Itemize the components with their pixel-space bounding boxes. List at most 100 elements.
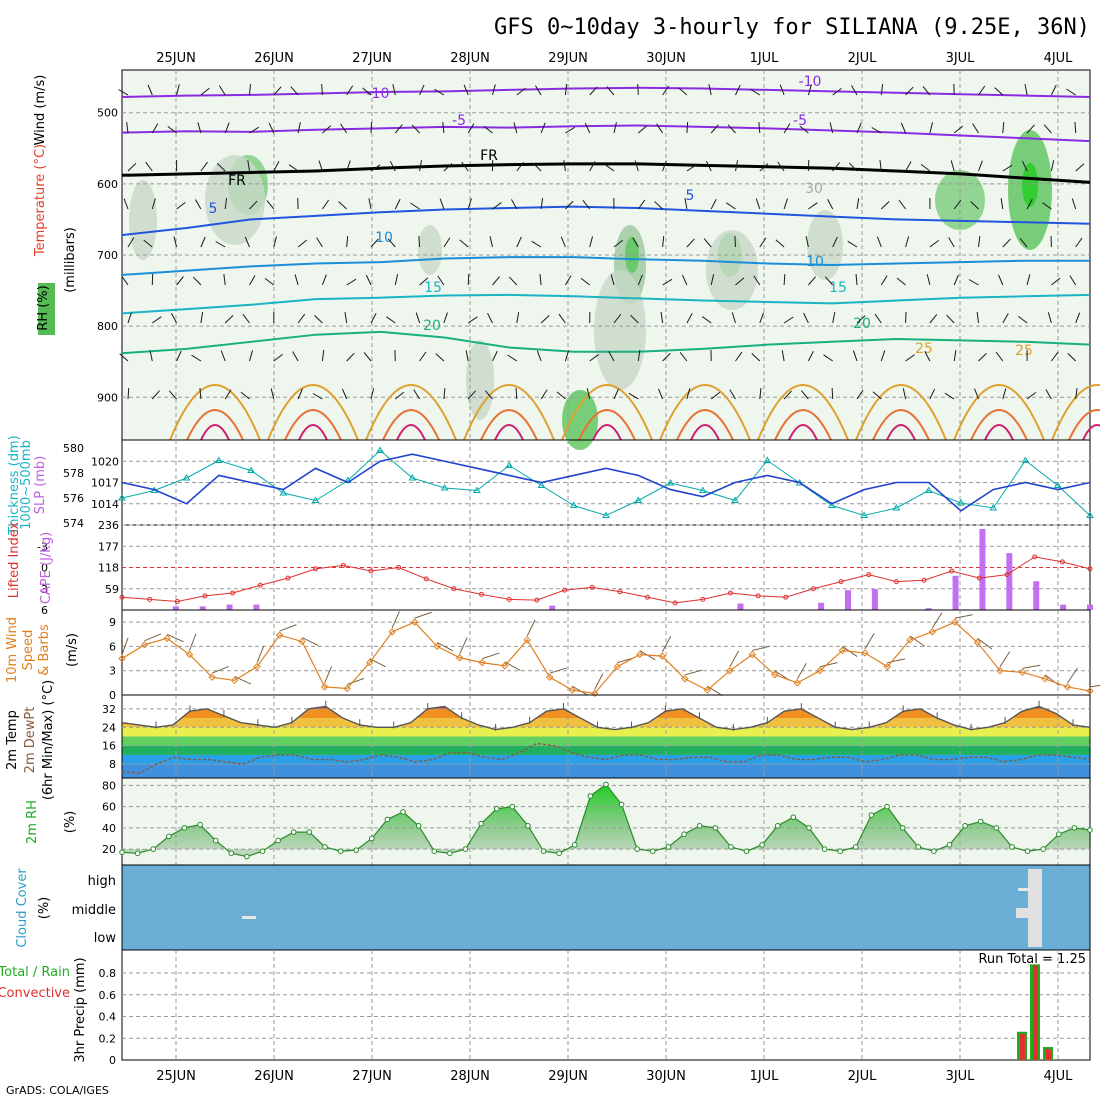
wind-barb xyxy=(803,312,809,324)
wind-barb xyxy=(200,312,204,324)
wind-barb xyxy=(556,391,566,400)
rh2m-marker xyxy=(977,818,984,825)
isotherm-line xyxy=(121,293,1091,315)
thickness-marker xyxy=(279,489,288,496)
wind10-marker xyxy=(410,618,419,626)
wind-barb xyxy=(511,199,518,210)
wind10-barb xyxy=(256,645,265,663)
wind-barb xyxy=(710,274,715,286)
wind-barb xyxy=(127,237,135,248)
wind-barb xyxy=(1066,88,1076,96)
precip-tick: 0.2 xyxy=(99,1032,117,1045)
wind-barb xyxy=(1045,389,1052,400)
isotherm-label: FR xyxy=(228,173,246,189)
wind10-barb xyxy=(166,633,184,643)
warm-isotherm xyxy=(480,409,538,441)
rh2m-marker xyxy=(774,822,781,829)
wind-barb xyxy=(467,390,476,400)
cape-bar xyxy=(1087,604,1093,610)
wind-barb xyxy=(995,351,1004,362)
date-tick-top: 4JUL xyxy=(1044,51,1074,66)
warm-isotherm xyxy=(872,409,930,441)
lifted-marker xyxy=(727,590,733,596)
rh2m-marker xyxy=(556,850,562,857)
date-tick-bottom: 29JUN xyxy=(548,1069,588,1084)
wind-barb xyxy=(703,238,712,248)
date-tick-bottom: 2JUL xyxy=(848,1069,878,1084)
wind-barb xyxy=(1002,164,1013,172)
wind-barb xyxy=(735,84,741,96)
slp-line xyxy=(121,453,1091,512)
wind-barb xyxy=(443,237,451,248)
wind10-marker xyxy=(613,662,621,671)
wind-barb xyxy=(759,388,762,400)
wind-barb xyxy=(558,313,566,324)
rh2m-marker xyxy=(509,803,516,810)
wind-barb xyxy=(192,276,202,286)
date-tick-top: 26JUN xyxy=(254,51,294,66)
thickness-marker xyxy=(505,461,514,468)
rh2m-marker xyxy=(540,848,547,855)
wind-barb xyxy=(710,124,719,134)
isotherm-label: 25 xyxy=(915,341,933,357)
wind-barb xyxy=(775,239,785,248)
wind10-marker xyxy=(793,679,802,687)
rh2m-marker xyxy=(244,853,250,860)
thickness-marker xyxy=(924,486,933,493)
wind-barb xyxy=(508,276,518,286)
wind-barb xyxy=(244,236,250,248)
rh2m-marker xyxy=(290,829,297,835)
wind-barb xyxy=(532,162,542,172)
isotherm-label: 15 xyxy=(829,280,847,296)
lifted-marker xyxy=(423,576,429,582)
ylabel-temperature: Temperature (°C) xyxy=(33,144,48,257)
wind-barb xyxy=(249,275,256,286)
wind-barb xyxy=(1075,237,1083,248)
rh2m-marker xyxy=(946,842,953,848)
wind10-barb xyxy=(999,651,1011,667)
wind-barb xyxy=(249,83,251,96)
warm-isotherm xyxy=(984,424,1014,441)
wind10-barb xyxy=(346,677,365,685)
wind-barb xyxy=(516,87,526,96)
wind-barb xyxy=(880,350,886,362)
wind-barb xyxy=(194,199,202,210)
rh2m-marker xyxy=(119,849,125,856)
rh2m-marker xyxy=(759,842,765,848)
wind-barb xyxy=(290,86,299,96)
wind-barb xyxy=(297,388,303,400)
wind-barb xyxy=(321,83,323,96)
wind-barb xyxy=(288,164,299,172)
wind-barb xyxy=(759,312,765,324)
wind-barb xyxy=(224,389,232,400)
wind-barb xyxy=(681,274,688,286)
ylabel-convective: Convective xyxy=(0,986,70,1001)
wind-barb xyxy=(807,84,812,96)
wind-barb xyxy=(953,274,959,286)
wind-barb xyxy=(370,313,377,324)
wind-barb xyxy=(686,238,695,248)
thickness-marker xyxy=(118,494,126,501)
thickness-marker xyxy=(763,456,772,463)
wind-barb xyxy=(702,316,712,324)
pressure-tick: 500 xyxy=(97,107,118,120)
wind-barb xyxy=(200,161,208,172)
rh2m-marker xyxy=(962,822,968,829)
wind-barb xyxy=(127,162,137,172)
precip-conv-bar xyxy=(1046,1049,1051,1060)
warm-isotherm xyxy=(1082,424,1100,441)
rh2m-marker xyxy=(696,822,703,829)
wind-barb xyxy=(370,164,381,172)
wind10-barb xyxy=(414,611,432,619)
rh-shading xyxy=(625,237,639,273)
cape-tick: 59 xyxy=(105,583,119,596)
rh2m-marker xyxy=(462,846,469,852)
rh-shading xyxy=(594,270,646,390)
wind-barb xyxy=(637,125,648,134)
wind10-barb xyxy=(594,673,604,690)
warm-isotherm xyxy=(298,424,328,441)
warm-isotherm xyxy=(169,384,261,441)
wind-barb xyxy=(443,163,453,172)
wind-barb xyxy=(176,84,180,96)
wind-barb xyxy=(370,388,375,400)
